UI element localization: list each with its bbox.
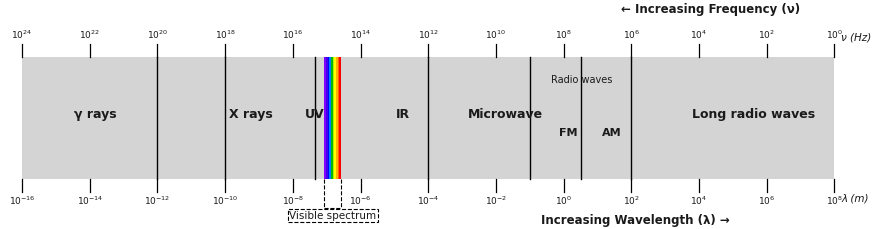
Text: ← Increasing Frequency (ν): ← Increasing Frequency (ν) [622,3,800,16]
Text: $10^{-8}$: $10^{-8}$ [282,195,304,207]
Text: $10^{-14}$: $10^{-14}$ [77,195,103,207]
Text: Radio waves: Radio waves [551,75,613,85]
Bar [337,57,339,179]
Text: $10^{6}$: $10^{6}$ [623,29,640,41]
Text: $10^{-6}$: $10^{-6}$ [350,195,372,207]
Text: $10^{14}$: $10^{14}$ [350,29,371,41]
Text: $10^{-2}$: $10^{-2}$ [485,195,507,207]
Bar [331,57,333,179]
Text: $10^{-10}$: $10^{-10}$ [212,195,238,207]
Text: FM: FM [559,128,577,138]
Bar [324,57,326,179]
Text: λ (m): λ (m) [841,193,869,203]
Text: $10^{-4}$: $10^{-4}$ [417,195,440,207]
Text: $10^{16}$: $10^{16}$ [283,29,304,41]
Bar [329,57,331,179]
Text: $10^{0}$: $10^{0}$ [555,195,572,207]
Text: Increasing Wavelength (λ) →: Increasing Wavelength (λ) → [541,214,730,227]
Text: X rays: X rays [229,108,273,121]
Bar [335,57,336,179]
Text: Microwave: Microwave [467,108,543,121]
Text: γ rays: γ rays [74,108,117,121]
Text: $10^{24}$: $10^{24}$ [11,29,33,41]
Text: $10^{0}$: $10^{0}$ [826,29,843,41]
Bar [326,57,328,179]
Bar [333,57,335,179]
Text: UV: UV [305,108,324,121]
Text: $10^{20}$: $10^{20}$ [147,29,168,41]
Text: $10^{6}$: $10^{6}$ [758,195,775,207]
Text: Visible spectrum: Visible spectrum [289,211,376,221]
Text: $10^{22}$: $10^{22}$ [79,29,101,41]
Text: $10^{4}$: $10^{4}$ [691,29,707,41]
Text: $10^{10}$: $10^{10}$ [486,29,507,41]
Bar [339,57,341,179]
Text: $10^{8}$: $10^{8}$ [826,195,843,207]
Text: ν (Hz): ν (Hz) [841,32,872,42]
Text: $10^{8}$: $10^{8}$ [555,29,572,41]
Bar [336,57,338,179]
Text: $10^{-16}$: $10^{-16}$ [9,195,35,207]
Text: $10^{2}$: $10^{2}$ [758,29,775,41]
Text: $10^{2}$: $10^{2}$ [623,195,640,207]
Bar [328,57,329,179]
Text: $10^{18}$: $10^{18}$ [215,29,236,41]
Text: $10^{-12}$: $10^{-12}$ [144,195,170,207]
Text: $10^{4}$: $10^{4}$ [691,195,707,207]
Text: Long radio waves: Long radio waves [691,108,815,121]
Text: $10^{12}$: $10^{12}$ [418,29,439,41]
Text: IR: IR [396,108,410,121]
Bar [22,57,834,179]
Text: AM: AM [602,128,622,138]
